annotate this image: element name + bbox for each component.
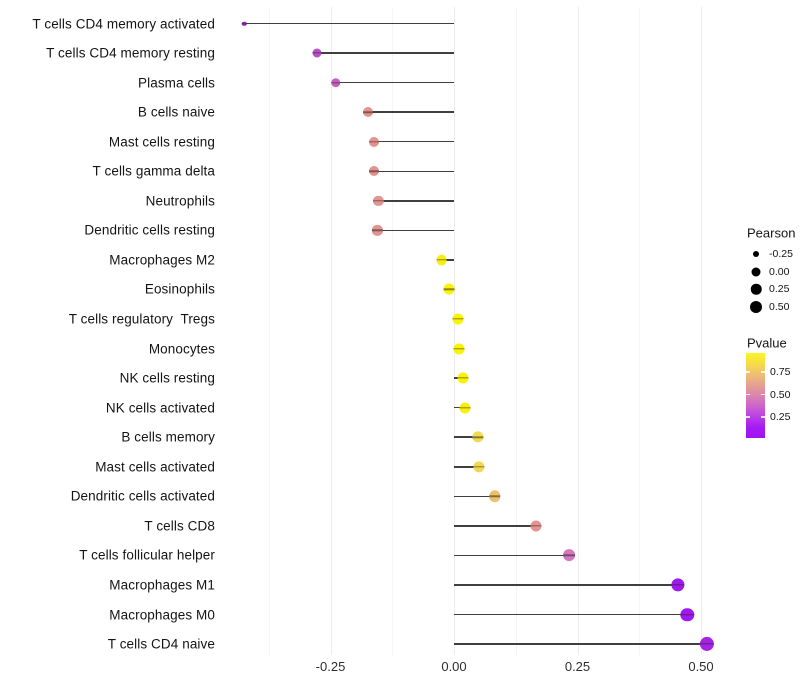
category-label: T cells CD4 naive: [107, 636, 215, 652]
category-label: Neutrophils: [145, 193, 215, 209]
x-axis-tick-label: 0.50: [688, 659, 714, 674]
category-label: T cells follicular helper: [79, 547, 215, 563]
lollipop-stem: [454, 584, 679, 586]
category-label: Macrophages M0: [109, 607, 215, 622]
stem-through-dot: [530, 525, 542, 527]
gridline-major: [701, 7, 702, 655]
stem-through-dot: [436, 259, 448, 261]
pvalue-bar-tick: [761, 371, 765, 373]
lollipop-stem: [454, 495, 495, 498]
lollipop-stem: [454, 525, 537, 527]
pearson-size-dot: [753, 251, 759, 257]
lollipop-stem: [454, 466, 480, 468]
lollipop-stem: [316, 52, 454, 54]
stem-through-dot: [473, 466, 485, 468]
stem-through-dot: [373, 200, 384, 202]
gridline-minor: [639, 7, 641, 655]
lollipop-stem: [368, 111, 454, 113]
gridline-major: [454, 7, 455, 655]
lollipop-stem: [454, 613, 688, 616]
lollipop-stem: [378, 200, 454, 202]
stem-through-dot: [459, 406, 471, 409]
category-label: Dendritic cells activated: [70, 488, 215, 504]
category-label: NK cells activated: [105, 400, 215, 416]
lollipop-stem: [244, 22, 454, 25]
category-label: T cells gamma delta: [92, 163, 215, 179]
gridline-minor: [515, 7, 517, 655]
lollipop-stem: [454, 554, 570, 557]
category-label: Dendritic cells resting: [84, 222, 215, 238]
stem-through-dot: [241, 22, 247, 25]
pearson-size-dot: [751, 267, 761, 277]
category-label: B cells naive: [137, 104, 215, 120]
stem-through-dot: [363, 111, 374, 113]
stem-through-dot: [488, 495, 501, 497]
category-label: Plasma cells: [138, 75, 215, 91]
x-axis-tick-label: 0.25: [564, 659, 591, 674]
stem-through-dot: [453, 347, 465, 350]
pvalue-legend-title: Pvalue: [747, 335, 787, 351]
category-label: Mast cells activated: [95, 459, 215, 475]
category-label: T cells CD8: [144, 518, 215, 534]
pvalue-tick-label: 0.75: [770, 365, 791, 378]
lollipop-stem: [454, 643, 707, 645]
stem-through-dot: [699, 643, 715, 645]
category-label: Monocytes: [148, 341, 215, 357]
lollipop-stem: [441, 259, 454, 261]
stem-through-dot: [457, 377, 469, 379]
lollipop-stem: [373, 170, 454, 172]
lollipop-stem: [335, 81, 454, 84]
stem-through-dot: [671, 584, 685, 586]
pvalue-bar-tick: [746, 393, 750, 396]
stem-through-dot: [331, 81, 341, 84]
pearson-size-label: 0.25: [769, 283, 790, 296]
lollipop-stem: [377, 229, 454, 232]
lollipop-stem: [454, 436, 479, 438]
pvalue-tick-label: 0.25: [770, 411, 791, 424]
category-label: B cells memory: [121, 429, 215, 445]
lollipop-stem: [373, 140, 454, 143]
pvalue-colorbar: [746, 353, 765, 438]
stem-through-dot: [368, 140, 379, 143]
gridline-minor: [392, 7, 394, 655]
pearson-size-dot: [750, 284, 762, 295]
category-label: Macrophages M1: [109, 577, 215, 593]
category-label: Mast cells resting: [108, 134, 215, 150]
category-label: T cells CD4 memory activated: [32, 16, 215, 31]
pearson-legend-title: Pearson: [747, 225, 796, 241]
stem-through-dot: [452, 318, 464, 320]
x-axis-tick-label: 0.00: [441, 659, 467, 674]
pvalue-tick-label: 0.50: [770, 388, 791, 401]
stem-through-dot: [680, 613, 694, 616]
x-axis-tick-label: -0.25: [315, 659, 346, 674]
category-label: T cells CD4 memory resting: [46, 45, 215, 61]
gridline-major: [577, 7, 579, 655]
stem-through-dot: [368, 170, 379, 172]
pvalue-bar-tick: [746, 371, 750, 373]
stem-through-dot: [472, 436, 484, 438]
pvalue-bar-tick: [761, 393, 765, 396]
category-label: NK cells resting: [119, 370, 215, 386]
pearson-size-label: 0.00: [769, 265, 790, 278]
category-label: Eosinophils: [144, 281, 215, 297]
pvalue-bar-tick: [746, 416, 750, 418]
category-label: Macrophages M2: [109, 252, 215, 268]
stem-through-dot: [563, 554, 575, 557]
pearson-size-label: 0.50: [769, 301, 790, 314]
gridline-minor: [268, 7, 270, 655]
stem-through-dot: [312, 52, 322, 54]
stem-through-dot: [443, 288, 455, 291]
pearson-size-dot: [750, 301, 762, 314]
gridline-major: [330, 7, 332, 655]
category-label: T cells regulatory Tregs: [68, 311, 215, 327]
pvalue-bar-tick: [761, 416, 765, 418]
stem-through-dot: [372, 229, 383, 232]
pearson-size-label: -0.25: [769, 248, 793, 260]
